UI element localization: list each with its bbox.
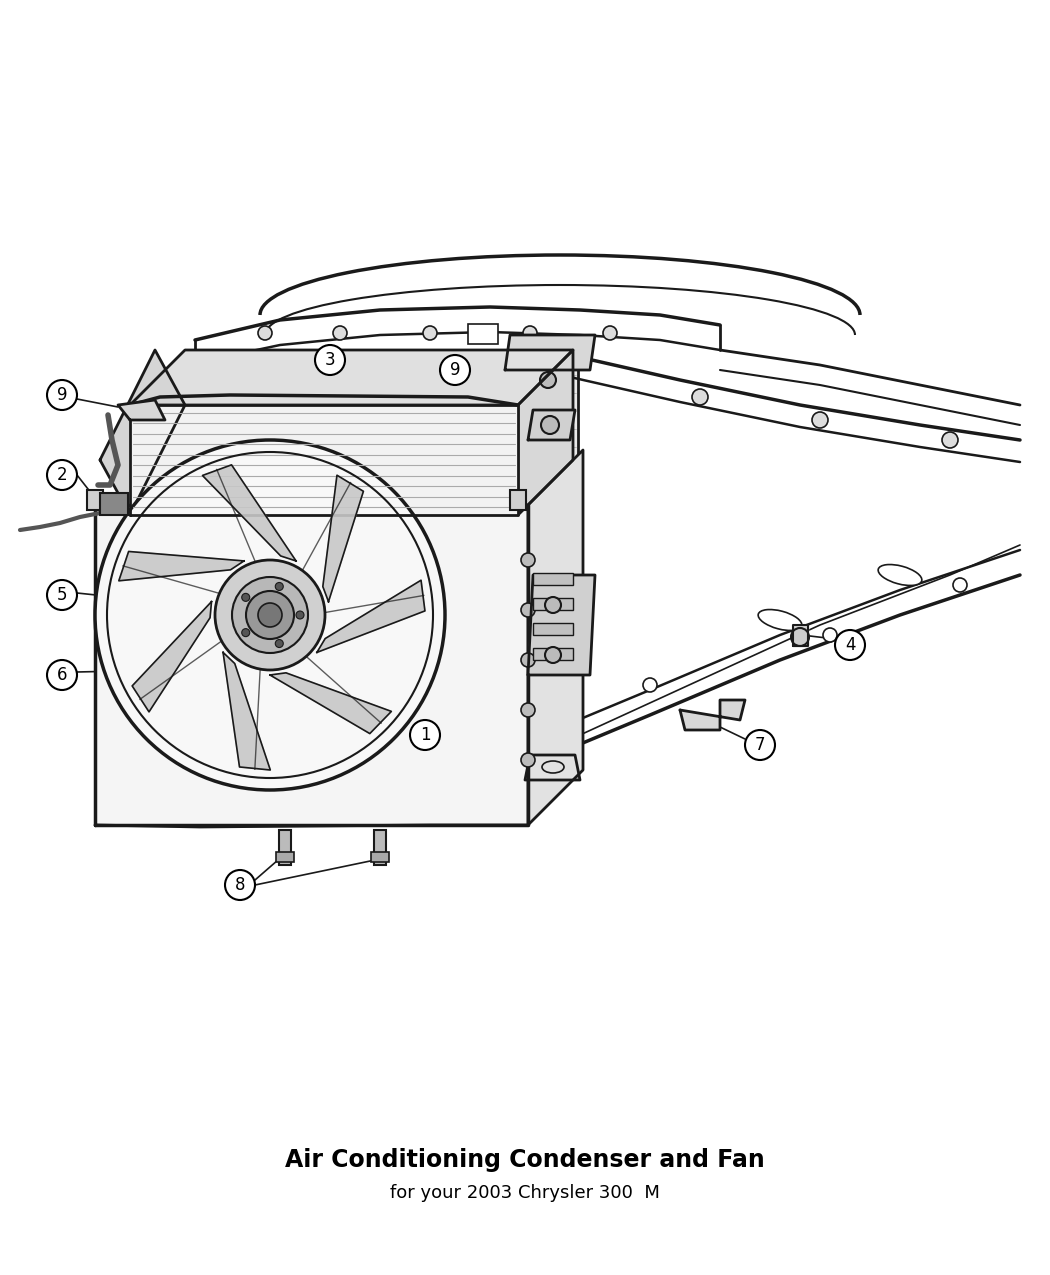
Polygon shape [528,450,583,825]
Circle shape [246,592,294,639]
Circle shape [521,553,536,567]
Circle shape [545,646,561,663]
Text: 2: 2 [57,465,67,484]
Bar [276,852,294,862]
Circle shape [315,346,345,375]
Polygon shape [130,405,518,515]
Circle shape [47,660,77,690]
Bar [100,493,128,515]
Polygon shape [525,755,580,780]
Circle shape [692,389,708,405]
Text: 5: 5 [57,586,67,604]
Circle shape [823,629,837,643]
Polygon shape [680,700,745,731]
Polygon shape [132,602,211,711]
Circle shape [410,720,440,750]
Text: for your 2003 Chrysler 300  M: for your 2003 Chrysler 300 M [390,1184,660,1202]
Text: 9: 9 [449,361,460,379]
Text: 9: 9 [57,386,67,404]
Circle shape [643,678,657,692]
Polygon shape [270,673,392,733]
Circle shape [275,583,284,590]
Circle shape [275,640,284,648]
Bar [374,830,386,864]
Circle shape [746,731,775,760]
Circle shape [333,326,347,340]
Circle shape [545,597,561,613]
Text: 6: 6 [57,666,67,683]
Circle shape [440,354,470,385]
Polygon shape [528,575,595,674]
Polygon shape [94,505,528,825]
Circle shape [47,580,77,609]
Bar [510,490,526,510]
Bar [533,648,573,660]
Circle shape [521,653,536,667]
Text: 3: 3 [324,351,335,368]
Bar [87,490,103,510]
Circle shape [523,326,537,340]
Bar [371,852,388,862]
Circle shape [812,412,828,428]
Polygon shape [317,580,425,653]
Bar [533,598,573,609]
Circle shape [541,416,559,434]
Polygon shape [518,351,573,515]
Circle shape [953,578,967,592]
Polygon shape [505,335,595,370]
Polygon shape [203,465,296,561]
Polygon shape [118,400,165,419]
Polygon shape [100,351,185,515]
Bar [533,572,573,585]
Circle shape [540,372,557,388]
Circle shape [296,611,304,618]
Polygon shape [793,625,808,646]
Circle shape [232,578,308,653]
Circle shape [47,460,77,490]
Circle shape [521,703,536,717]
Bar [468,324,498,344]
Text: 8: 8 [235,876,246,894]
Circle shape [942,432,958,448]
Ellipse shape [878,565,922,585]
Circle shape [521,603,536,617]
Text: 7: 7 [755,736,765,754]
Text: 1: 1 [420,725,430,745]
Circle shape [258,326,272,340]
Polygon shape [528,351,578,755]
Circle shape [94,440,445,790]
Polygon shape [322,476,363,602]
Ellipse shape [758,609,802,630]
Circle shape [47,380,77,411]
Polygon shape [119,552,244,581]
Circle shape [835,630,865,660]
Polygon shape [528,411,575,440]
Circle shape [242,593,250,602]
Circle shape [791,629,808,646]
Circle shape [423,326,437,340]
Bar [533,623,573,635]
Circle shape [603,326,617,340]
Circle shape [521,754,536,768]
Circle shape [242,629,250,636]
Bar [279,830,291,864]
Circle shape [215,560,326,669]
Polygon shape [130,351,573,405]
Circle shape [225,870,255,900]
Text: Air Conditioning Condenser and Fan: Air Conditioning Condenser and Fan [286,1148,764,1172]
Polygon shape [223,653,270,770]
Text: 4: 4 [845,636,856,654]
Circle shape [258,603,282,627]
